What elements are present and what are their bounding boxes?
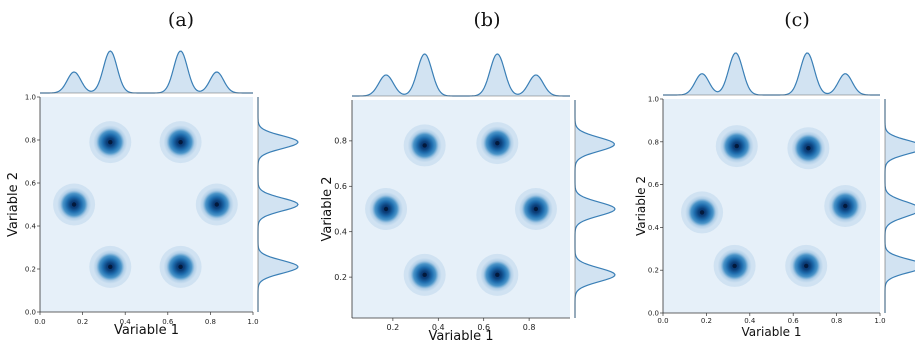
y-marginal-curve [574,100,616,318]
density-core [734,143,739,149]
density-core [495,140,500,146]
density-core [214,202,219,207]
x-axis-title: Variable 1 [114,323,179,338]
density-core [178,264,183,270]
x-tick-label: 1.0 [874,317,885,325]
panel-label: (c) [784,9,809,31]
x-tick-label: 0.4 [120,318,132,326]
density-core [383,206,389,212]
density-core [178,139,183,145]
x-tick-label: 0.6 [788,317,800,325]
density-core [732,263,737,269]
y-marginal-fill [885,99,915,313]
x-axis-title: Variable 1 [741,325,801,339]
density-core [422,143,427,148]
x-tick-label: 1.0 [247,318,258,326]
y-tick-label: 0.8 [25,136,36,144]
y-axis-title: Variable 2 [634,176,648,236]
density-core [699,210,705,215]
y-tick-label: 0.4 [334,228,347,237]
y-marginal-fill [575,100,615,318]
density-core [495,272,500,278]
y-tick-label: 0.4 [648,224,660,232]
x-tick-label: 0.8 [831,317,842,325]
y-axis-title: Variable 2 [320,176,335,241]
x-tick-label: 0.6 [477,323,490,332]
chart-panel-1: (a) 0.0 0.2 0.4 0.6 0.8 1.0 0.0 0.2 0.4 0.6 0.8 1.0 V… [6,9,299,338]
density-core [108,139,113,145]
y-tick-label: 0.4 [25,222,37,230]
x-axis-title: Variable 1 [428,329,493,344]
y-tick-label: 0.6 [648,181,660,189]
density-core [804,263,809,269]
y-tick-label: 0.2 [25,265,36,273]
x-tick-label: 0.6 [162,318,174,326]
density-core [843,203,848,209]
y-axis-title: Variable 2 [6,172,21,237]
panel-label: (a) [168,9,194,31]
chart-panel-3: (c) 0.0 0.2 0.4 0.6 0.8 1.0 0.0 0.2 0.4 0.6 0.8 1.0 V… [634,9,915,339]
y-marginal-fill [258,97,298,312]
x-tick-label: 0.4 [432,323,445,332]
x-tick-label: 0.4 [744,317,756,325]
y-tick-label: 0.6 [334,182,347,191]
chart-panel-2: (b) 0.2 0.4 0.6 0.8 0.2 0.4 0.6 0.8 Variable 1 Var… [320,9,616,344]
density-core [422,272,427,278]
x-tick-label: 0.0 [34,318,45,326]
x-marginal-fill [40,51,253,93]
x-tick-label: 0.2 [387,323,400,332]
x-tick-label: 0.8 [523,323,536,332]
y-tick-label: 1.0 [25,93,36,101]
x-tick-label: 0.2 [701,317,712,325]
y-tick-label: 0.2 [334,273,347,282]
y-tick-label: 0.0 [25,308,36,316]
x-tick-label: 0.2 [77,318,88,326]
y-tick-label: 1.0 [648,95,659,103]
y-marginal-curve [884,99,915,313]
y-tick-label: 0.2 [648,267,659,275]
density-core [71,202,77,207]
density-core [806,146,811,151]
panel-label: (b) [474,9,501,31]
y-tick-label: 0.0 [648,309,659,317]
density-core [108,264,113,270]
y-tick-label: 0.8 [648,138,659,146]
y-marginal-curve [257,97,299,312]
density-core [533,206,539,212]
x-tick-label: 0.0 [657,317,668,325]
y-tick-label: 0.6 [25,179,37,187]
y-tick-label: 0.8 [334,137,347,146]
x-tick-label: 0.8 [205,318,216,326]
